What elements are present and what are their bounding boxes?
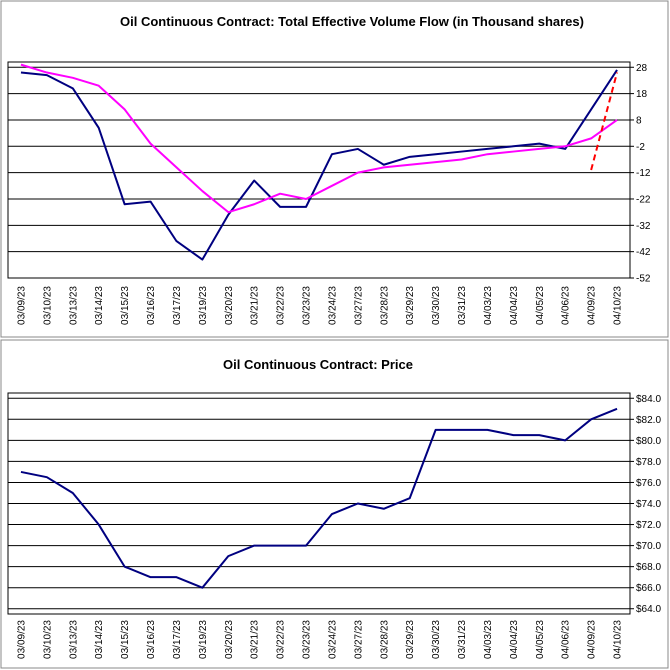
x-tick-label: 04/09/23 bbox=[587, 286, 598, 325]
series-line bbox=[20, 407, 618, 589]
y-tick-label: -52 bbox=[636, 274, 651, 285]
x-tick-label: 04/03/23 bbox=[483, 620, 494, 659]
x-tick-label: 04/05/23 bbox=[535, 286, 546, 325]
x-tick-label: 03/09/23 bbox=[16, 286, 27, 325]
x-tick-label: 03/22/23 bbox=[276, 620, 287, 659]
x-tick-label: 03/14/23 bbox=[94, 286, 105, 325]
y-tick-label: $78.0 bbox=[636, 457, 661, 468]
series-line bbox=[590, 72, 619, 171]
y-tick-label: $70.0 bbox=[636, 541, 661, 552]
y-tick-label: $72.0 bbox=[636, 520, 661, 531]
x-tick-label: 03/23/23 bbox=[302, 620, 313, 659]
y-tick-label: $84.0 bbox=[636, 394, 661, 405]
x-tick-label: 03/24/23 bbox=[327, 620, 338, 659]
x-tick-label: 03/31/23 bbox=[457, 620, 468, 659]
x-tick-label: 03/15/23 bbox=[120, 620, 131, 659]
x-tick-label: 03/31/23 bbox=[457, 286, 468, 325]
x-tick-label: 03/27/23 bbox=[353, 286, 364, 325]
x-tick-label: 04/04/23 bbox=[509, 286, 520, 325]
y-tick-label: $76.0 bbox=[636, 478, 661, 489]
y-tick-label: $80.0 bbox=[636, 436, 661, 447]
chart-title: Oil Continuous Contract: Price bbox=[223, 357, 413, 372]
x-tick-label: 03/22/23 bbox=[276, 286, 287, 325]
y-tick-label: $68.0 bbox=[636, 562, 661, 573]
y-tick-label: 18 bbox=[636, 89, 648, 100]
y-tick-label: -32 bbox=[636, 221, 651, 232]
x-tick-label: 04/03/23 bbox=[483, 286, 494, 325]
x-tick-label: 04/10/23 bbox=[613, 620, 624, 659]
x-tick-label: 03/16/23 bbox=[146, 286, 157, 325]
x-tick-label: 03/28/23 bbox=[379, 286, 390, 325]
x-tick-label: 03/10/23 bbox=[42, 286, 53, 325]
x-tick-label: 03/21/23 bbox=[250, 620, 261, 659]
x-tick-label: 03/09/23 bbox=[16, 620, 27, 659]
x-tick-label: 03/13/23 bbox=[68, 286, 79, 325]
x-tick-label: 03/23/23 bbox=[302, 286, 313, 325]
x-tick-label: 04/05/23 bbox=[535, 620, 546, 659]
x-tick-label: 03/10/23 bbox=[42, 620, 53, 659]
plot-area bbox=[7, 61, 631, 279]
series-line bbox=[20, 63, 618, 214]
x-tick-label: 03/15/23 bbox=[120, 286, 131, 325]
x-tick-label: 03/30/23 bbox=[431, 620, 442, 659]
x-tick-label: 03/19/23 bbox=[198, 286, 209, 325]
y-tick-label: $64.0 bbox=[636, 604, 661, 615]
x-tick-label: 04/06/23 bbox=[561, 286, 572, 325]
y-tick-label: -42 bbox=[636, 247, 651, 258]
x-tick-label: 03/21/23 bbox=[250, 286, 261, 325]
x-tick-label: 03/13/23 bbox=[68, 620, 79, 659]
series-line bbox=[20, 69, 618, 261]
x-tick-label: 04/04/23 bbox=[509, 620, 520, 659]
y-tick-label: -12 bbox=[636, 168, 651, 179]
y-tick-label: 28 bbox=[636, 63, 648, 74]
x-tick-label: 04/10/23 bbox=[613, 286, 624, 325]
x-tick-label: 03/29/23 bbox=[405, 286, 416, 325]
x-tick-label: 03/16/23 bbox=[146, 620, 157, 659]
x-tick-label: 03/27/23 bbox=[353, 620, 364, 659]
x-tick-label: 03/14/23 bbox=[94, 620, 105, 659]
y-tick-label: -22 bbox=[636, 194, 651, 205]
x-tick-label: 03/30/23 bbox=[431, 286, 442, 325]
y-tick-label: $74.0 bbox=[636, 499, 661, 510]
y-tick-label: 8 bbox=[636, 115, 642, 126]
chart-title: Oil Continuous Contract: Total Effective… bbox=[120, 14, 584, 29]
x-tick-label: 03/17/23 bbox=[172, 286, 183, 325]
y-tick-label: -2 bbox=[636, 142, 645, 153]
x-tick-label: 03/20/23 bbox=[224, 620, 235, 659]
x-tick-label: 03/20/23 bbox=[224, 286, 235, 325]
x-tick-label: 04/09/23 bbox=[587, 620, 598, 659]
y-tick-label: $82.0 bbox=[636, 415, 661, 426]
x-tick-label: 03/24/23 bbox=[327, 286, 338, 325]
x-tick-label: 04/06/23 bbox=[561, 620, 572, 659]
y-tick-label: $66.0 bbox=[636, 583, 661, 594]
x-tick-label: 03/28/23 bbox=[379, 620, 390, 659]
x-tick-label: 03/17/23 bbox=[172, 620, 183, 659]
x-tick-label: 03/19/23 bbox=[198, 620, 209, 659]
x-tick-label: 03/29/23 bbox=[405, 620, 416, 659]
